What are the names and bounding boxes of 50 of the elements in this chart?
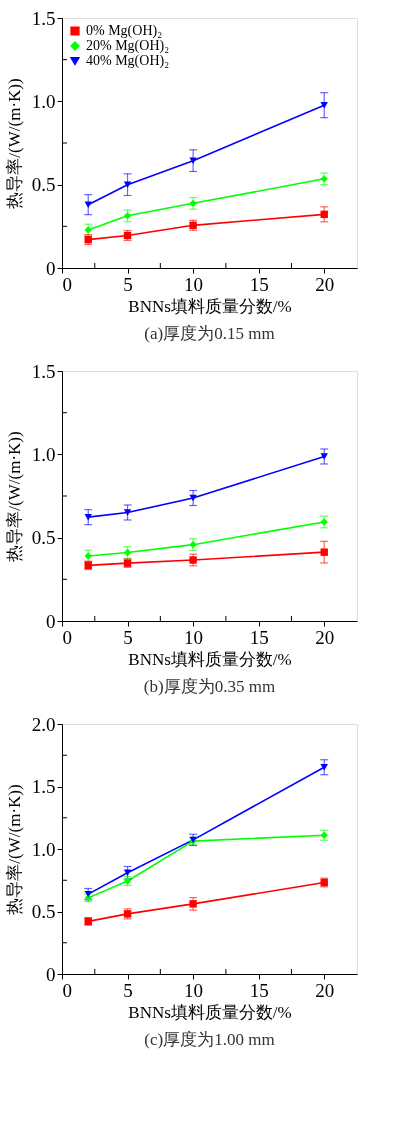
x-tick-label: 15 [249,626,269,648]
point [189,157,197,164]
x-axis-title: BNNs填料质量分数/% [128,649,292,669]
text: (b)厚度为0.35 mm [143,677,276,696]
text: (a)厚度为0.15 mm [144,324,275,343]
y-tick-label: 0 [46,963,56,985]
legend-label: 0% Mg(OH)₂ [86,23,163,39]
y-tick-label: 2.0 [31,713,56,735]
point [84,513,92,521]
x-tick-label: 0 [62,626,72,648]
y-tick-label: 1.0 [31,443,56,465]
y-axis-title: 热导率/(W/(m·K)) [4,78,24,209]
x-tick-label: 10 [184,273,204,295]
x-tick-label: 20 [315,979,335,1001]
text: (c)厚度为1.00 mm [144,1030,275,1049]
x-tick-label: 0 [62,273,72,295]
y-axis-title: 热导率/(W/(m·K)) [4,431,24,562]
x-tick-label: 15 [249,273,269,295]
x-tick-label: 15 [249,979,269,1001]
y-tick-label: 0.5 [31,901,56,922]
y-tick-label: 1.5 [31,360,56,382]
point [123,181,132,188]
y-tick-label: 0.5 [31,174,56,196]
y-tick-label: 0.5 [31,527,56,549]
x-tick-label: 10 [184,626,204,648]
y-tick-label: 0 [46,257,56,279]
legend-label: 20% Mg(OH)₂ [86,38,170,54]
x-tick-label: 5 [123,979,133,1001]
point [189,494,197,502]
y-axis-title: 热导率/(W/(m·K)) [4,784,24,915]
x-tick-label: 5 [123,273,133,295]
x-tick-label: 0 [62,979,72,1001]
legend-label: 40% Mg(OH)₂ [86,53,170,69]
point [320,548,328,556]
y-tick-label: 1.5 [31,7,56,29]
x-tick-label: 20 [315,273,335,295]
y-tick-label: 1.0 [31,90,56,112]
point [84,201,92,208]
y-tick-label: 1.5 [31,776,56,797]
point [320,453,328,460]
point [320,764,328,771]
point [123,509,132,516]
y-tick-label: 1.0 [31,838,56,860]
x-tick-label: 5 [123,626,133,648]
x-axis-title: BNNs填料质量分数/% [128,296,292,316]
x-axis-title: BNNs填料质量分数/% [128,1002,292,1022]
x-tick-label: 20 [315,626,335,648]
x-tick-label: 10 [184,979,204,1001]
y-tick-label: 0 [46,610,56,632]
point [320,101,328,109]
